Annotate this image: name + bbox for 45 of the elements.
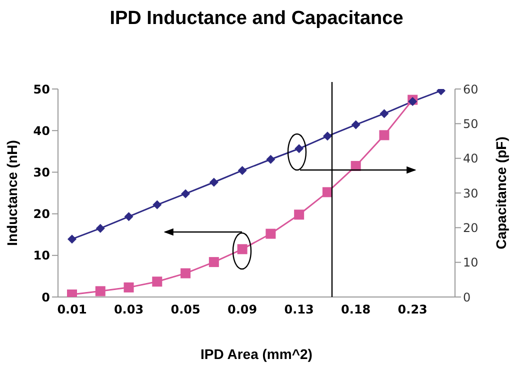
- chart-title: IPD Inductance and Capacitance: [108, 8, 404, 30]
- x-tick-label: 0.01: [57, 302, 87, 317]
- y-tick-label: 10: [33, 248, 50, 263]
- y-tick-label: 50: [33, 82, 50, 96]
- point: [322, 187, 332, 198]
- y2-tick-label: 10: [463, 256, 478, 270]
- y2-tick-label: 50: [463, 116, 478, 131]
- x-tick-label: 0.13: [284, 302, 314, 317]
- point: [68, 234, 76, 244]
- point: [379, 130, 390, 140]
- x-tick-label: 0.05: [170, 302, 200, 317]
- y-axis-title: Inductance (nH): [4, 140, 20, 246]
- point: [238, 166, 247, 175]
- point: [380, 109, 389, 118]
- x-tick-label: 0.18: [341, 302, 371, 317]
- point: [96, 224, 105, 233]
- x-axis-title: IPD Area (mm^2): [200, 346, 312, 362]
- point: [322, 132, 332, 141]
- x-tick-label: 0.09: [228, 302, 258, 317]
- point: [124, 282, 134, 292]
- x-tick-label: 0.03: [114, 302, 144, 317]
- y-tick-label: 30: [33, 165, 50, 180]
- point: [294, 210, 304, 220]
- y2-tick-label: 30: [463, 186, 478, 200]
- point: [152, 276, 162, 287]
- y2-tick-label: 20: [463, 220, 478, 235]
- point: [266, 154, 276, 164]
- y-tick-label: 0: [42, 290, 50, 304]
- point: [124, 212, 134, 222]
- point: [180, 268, 191, 278]
- x-tick-label: 0.23: [398, 302, 428, 317]
- y2-tick-label: 0: [463, 290, 471, 304]
- point: [208, 257, 219, 268]
- point: [350, 160, 361, 171]
- y2-tick-label: 40: [463, 152, 478, 166]
- point: [181, 189, 190, 198]
- point: [152, 200, 162, 210]
- point: [95, 286, 106, 296]
- point: [351, 120, 360, 130]
- y-tick-label: 20: [33, 207, 50, 222]
- y2-tick-label: 60: [463, 82, 478, 96]
- y2-axis-title: Capacitance (pF): [492, 136, 509, 250]
- y-tick-label: 40: [33, 124, 50, 138]
- point: [209, 178, 218, 187]
- point: [266, 228, 276, 239]
